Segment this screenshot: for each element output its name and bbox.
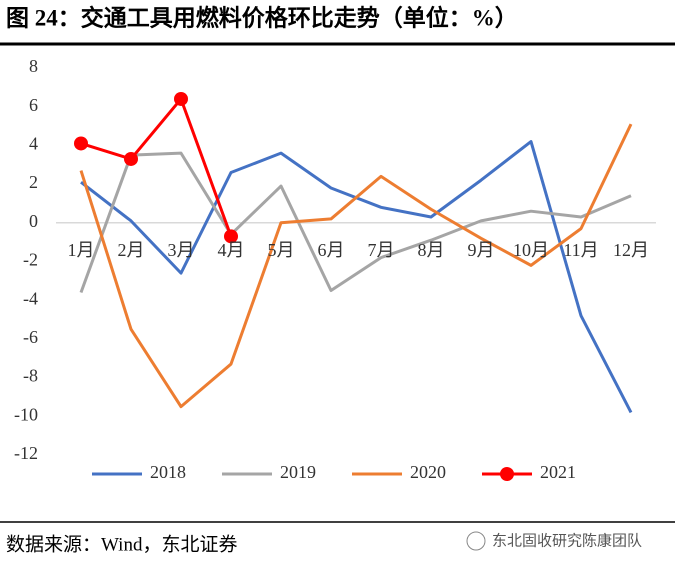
series-line <box>80 97 233 237</box>
watermark: 东北固收研究陈康团队 <box>492 532 642 550</box>
x-tick-label: 4月 <box>218 240 245 260</box>
y-tick-label: -4 <box>23 288 38 308</box>
y-tick-label: -10 <box>14 404 38 424</box>
y-tick-label: -6 <box>23 327 38 347</box>
x-tick-label: 11月 <box>563 240 598 260</box>
chart-title: 图 24：交通工具用燃料价格环比走势（单位：%） <box>6 4 518 30</box>
point <box>124 151 138 166</box>
legend-label: 2020 <box>410 462 446 482</box>
legend-marker <box>500 467 514 481</box>
series-line <box>79 123 633 409</box>
point <box>74 136 88 151</box>
y-tick-label: 6 <box>29 95 38 115</box>
watermark-icon <box>466 531 486 551</box>
point <box>224 229 238 244</box>
y-tick-label: -12 <box>14 443 38 463</box>
x-tick-label: 5月 <box>268 240 295 260</box>
legend-label: 2021 <box>540 462 576 482</box>
source: 数据来源：Wind，东北证券 <box>6 533 237 555</box>
x-tick-label: 12月 <box>613 240 649 260</box>
legend-label: 2018 <box>150 462 186 482</box>
y-tick-label: -2 <box>23 250 38 270</box>
y-tick-label: 4 <box>29 134 38 154</box>
x-tick-label: 7月 <box>368 240 395 260</box>
series-line <box>80 140 633 414</box>
x-tick-label: 3月 <box>168 240 195 260</box>
x-tick-label: 1月 <box>68 240 95 260</box>
x-tick-label: 10月 <box>513 240 549 260</box>
x-tick-label: 9月 <box>468 240 495 260</box>
x-tick-label: 8月 <box>418 240 445 260</box>
y-tick-label: -8 <box>23 366 38 386</box>
x-tick-label: 2月 <box>118 240 145 260</box>
x-tick-label: 6月 <box>318 240 345 260</box>
y-tick-label: 0 <box>29 211 38 231</box>
y-tick-label: 2 <box>29 172 38 192</box>
point <box>174 91 188 106</box>
legend-label: 2019 <box>280 462 316 482</box>
y-tick-label: 8 <box>29 56 38 76</box>
series-line <box>79 151 632 293</box>
